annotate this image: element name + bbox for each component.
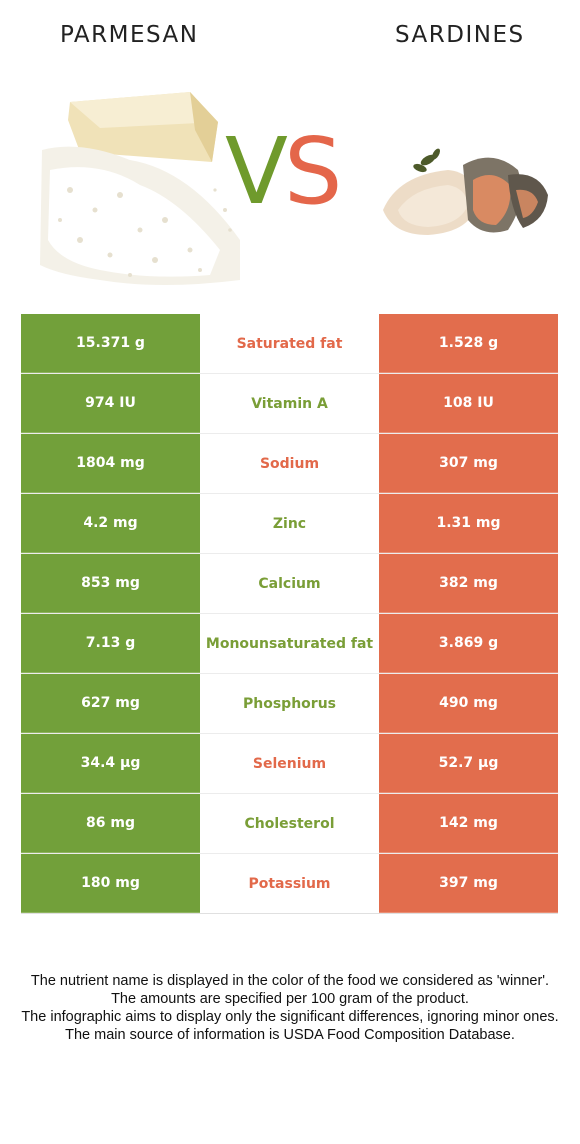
sardines-value: 1.31 mg [379, 494, 558, 553]
table-row: 7.13 g Monounsaturated fat 3.869 g [21, 614, 558, 674]
sardines-value: 382 mg [379, 554, 558, 613]
nutrient-name: Phosphorus [200, 674, 379, 733]
table-row: 627 mg Phosphorus 490 mg [21, 674, 558, 734]
parmesan-value: 627 mg [21, 674, 200, 733]
sardines-value: 397 mg [379, 854, 558, 913]
table-row: 15.371 g Saturated fat 1.528 g [21, 314, 558, 374]
vs-v-letter: V [225, 118, 288, 225]
vs-s-letter: S [283, 118, 342, 225]
nutrient-name: Monounsaturated fat [200, 614, 379, 673]
footer-line-aim: The infographic aims to display only the… [21, 1009, 559, 1025]
sardines-value: 307 mg [379, 434, 558, 493]
parmesan-value: 974 IU [21, 374, 200, 433]
parmesan-value: 15.371 g [21, 314, 200, 373]
nutrient-name: Zinc [200, 494, 379, 553]
vs-label: VS [225, 126, 342, 218]
parmesan-value: 853 mg [21, 554, 200, 613]
footer-line-amounts: The amounts are specified per 100 gram o… [111, 991, 469, 1007]
nutrient-name: Sodium [200, 434, 379, 493]
sardines-value: 108 IU [379, 374, 558, 433]
table-row: 34.4 µg Selenium 52.7 µg [21, 734, 558, 794]
table-row: 1804 mg Sodium 307 mg [21, 434, 558, 494]
comparison-table: 15.371 g Saturated fat 1.528 g 974 IU Vitami… [21, 314, 558, 914]
parmesan-value: 1804 mg [21, 434, 200, 493]
nutrient-name: Cholesterol [200, 794, 379, 853]
table-row: 4.2 mg Zinc 1.31 mg [21, 494, 558, 554]
parmesan-image [40, 92, 240, 285]
footer-notes: The nutrient name is displayed in the co… [14, 972, 566, 1044]
table-row: 974 IU Vitamin A 108 IU [21, 374, 558, 434]
sardines-value: 142 mg [379, 794, 558, 853]
sardines-image [383, 148, 548, 235]
parmesan-value: 180 mg [21, 854, 200, 913]
sardines-value: 52.7 µg [379, 734, 558, 793]
sardines-value: 1.528 g [379, 314, 558, 373]
footer-line-winner: The nutrient name is displayed in the co… [30, 973, 550, 989]
table-row: 86 mg Cholesterol 142 mg [21, 794, 558, 854]
footer-line-source: The main source of information is USDA F… [65, 1027, 515, 1043]
parmesan-value: 86 mg [21, 794, 200, 853]
nutrient-name: Potassium [200, 854, 379, 913]
right-food-title: SARDINES [395, 22, 525, 48]
table-row: 180 mg Potassium 397 mg [21, 854, 558, 914]
parmesan-value: 34.4 µg [21, 734, 200, 793]
sardines-value: 3.869 g [379, 614, 558, 673]
nutrient-name: Selenium [200, 734, 379, 793]
nutrient-name: Calcium [200, 554, 379, 613]
left-food-title: PARMESAN [60, 22, 199, 48]
parmesan-value: 7.13 g [21, 614, 200, 673]
parmesan-value: 4.2 mg [21, 494, 200, 553]
sardines-value: 490 mg [379, 674, 558, 733]
nutrient-name: Vitamin A [200, 374, 379, 433]
table-row: 853 mg Calcium 382 mg [21, 554, 558, 614]
nutrient-name: Saturated fat [200, 314, 379, 373]
